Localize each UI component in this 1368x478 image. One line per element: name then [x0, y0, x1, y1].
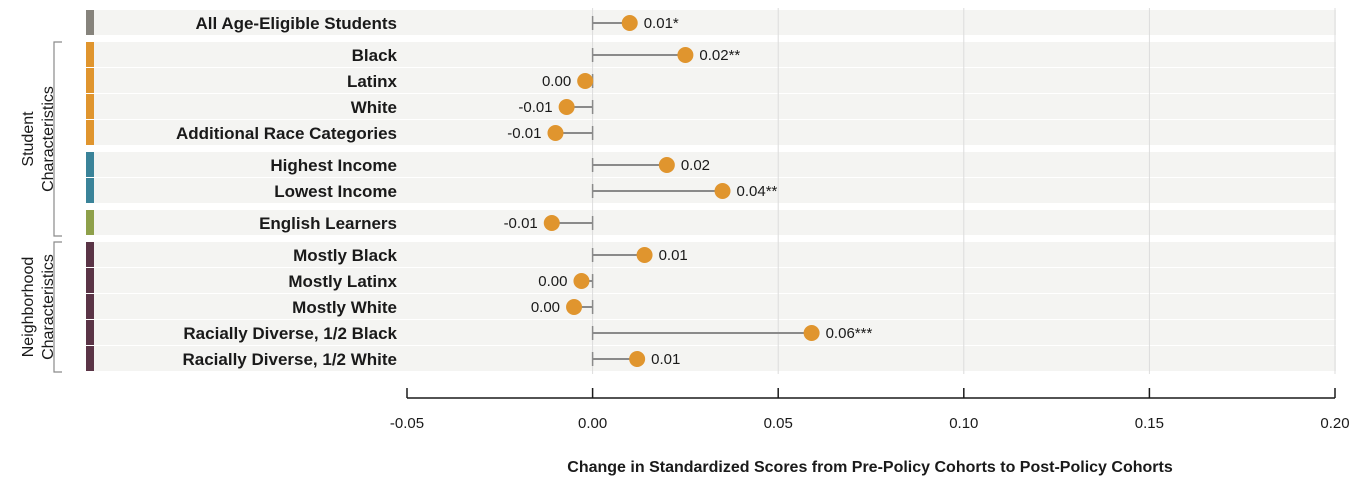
- x-tick-label: 0.15: [1135, 415, 1164, 432]
- x-tick-label: 0.20: [1320, 415, 1349, 432]
- data-label: 0.00: [542, 73, 571, 90]
- row-color-band: [86, 178, 94, 203]
- row-color-band: [86, 268, 94, 293]
- row-background: [92, 10, 1336, 35]
- data-point: [621, 15, 638, 31]
- category-label: Highest Income: [270, 156, 397, 175]
- data-label: 0.04**: [737, 183, 778, 200]
- data-point: [547, 125, 564, 141]
- row-background: [92, 68, 1336, 93]
- data-point: [636, 247, 653, 263]
- group-bracket: [53, 241, 62, 373]
- data-label: 0.00: [538, 273, 567, 290]
- data-label: 0.01: [651, 351, 680, 368]
- row-background: [92, 242, 1336, 267]
- category-label: Racially Diverse, 1/2 Black: [183, 324, 397, 343]
- row-color-band: [86, 346, 94, 371]
- category-label: Racially Diverse, 1/2 White: [183, 350, 398, 369]
- x-tick-label: 0.10: [949, 415, 978, 432]
- data-label: -0.01: [504, 215, 538, 232]
- x-axis-title: Change in Standardized Scores from Pre-P…: [567, 459, 1173, 476]
- data-label: 0.01*: [644, 15, 679, 32]
- data-point: [566, 299, 583, 315]
- row-color-band: [86, 320, 94, 345]
- group-label-line: Characteristics: [40, 86, 57, 192]
- category-label: Black: [352, 46, 398, 65]
- category-label: Lowest Income: [274, 182, 397, 201]
- category-label: Additional Race Categories: [176, 124, 397, 143]
- row-color-band: [86, 120, 94, 145]
- data-point: [677, 47, 694, 63]
- group-label: Student Characteristics: [20, 86, 57, 192]
- row-color-band: [86, 42, 94, 67]
- group-bracket: [53, 41, 62, 237]
- row-background: [92, 210, 1336, 235]
- x-tick-label: 0.00: [578, 415, 607, 432]
- data-label: 0.06***: [826, 325, 873, 342]
- data-label: 0.02: [681, 157, 710, 174]
- group-label: Neighborhood Characteristics: [20, 254, 57, 360]
- row-color-band: [86, 210, 94, 235]
- row-color-band: [86, 10, 94, 35]
- x-tick-label: 0.05: [764, 415, 793, 432]
- x-tick-label: -0.05: [390, 415, 424, 432]
- data-point: [714, 183, 731, 199]
- row-background: [92, 294, 1336, 319]
- data-label: 0.00: [531, 299, 560, 316]
- data-label: 0.02**: [699, 47, 740, 64]
- category-label: English Learners: [259, 214, 397, 233]
- row-background: [92, 94, 1336, 119]
- row-color-band: [86, 242, 94, 267]
- category-label: Latinx: [347, 72, 398, 91]
- data-label: 0.01: [659, 247, 688, 264]
- row-background: [92, 268, 1336, 293]
- data-label: -0.01: [507, 125, 541, 142]
- row-color-band: [86, 94, 94, 119]
- category-label: White: [351, 98, 397, 117]
- data-point: [803, 325, 820, 341]
- data-point: [577, 73, 594, 89]
- group-label-line: Neighborhood: [20, 257, 37, 358]
- category-label: Mostly Black: [293, 246, 397, 265]
- group-label-line: Characteristics: [40, 254, 57, 360]
- row-color-band: [86, 68, 94, 93]
- data-point: [543, 215, 560, 231]
- data-point: [629, 351, 646, 367]
- category-label: Mostly White: [292, 298, 397, 317]
- row-color-band: [86, 294, 94, 319]
- group-label-line: Student: [20, 111, 37, 167]
- data-label: -0.01: [518, 99, 552, 116]
- category-label: Mostly Latinx: [288, 272, 397, 291]
- row-color-band: [86, 152, 94, 177]
- row-background: [92, 346, 1336, 371]
- row-background: [92, 152, 1336, 177]
- category-label: All Age-Eligible Students: [196, 14, 398, 33]
- row-background: [92, 42, 1336, 67]
- data-point: [573, 273, 590, 289]
- data-point: [558, 99, 575, 115]
- row-background: [92, 120, 1336, 145]
- data-point: [658, 157, 675, 173]
